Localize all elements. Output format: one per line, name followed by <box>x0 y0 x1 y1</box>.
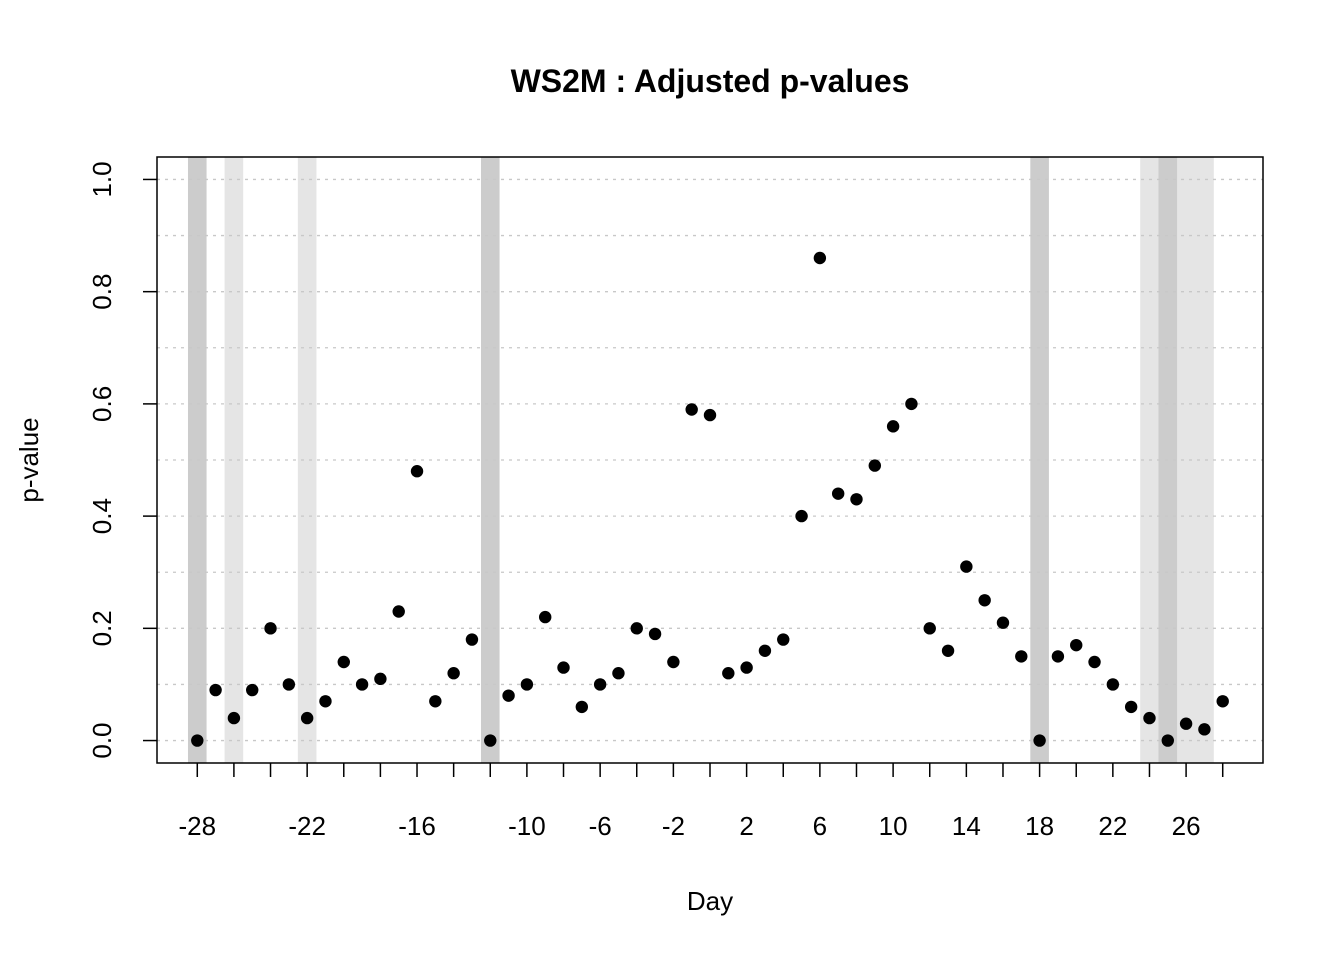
data-points <box>191 251 1229 747</box>
data-point <box>1033 734 1046 747</box>
data-point <box>905 397 918 411</box>
y-axis-label: p-value <box>14 417 44 502</box>
data-point <box>465 633 479 646</box>
data-point <box>667 655 680 669</box>
highlight-band <box>1176 157 1196 763</box>
chart-title: WS2M : Adjusted p-values <box>511 63 910 99</box>
data-point <box>337 655 350 669</box>
data-point <box>630 622 643 635</box>
data-point <box>1106 678 1120 691</box>
data-point <box>831 487 845 500</box>
data-point <box>1124 700 1138 714</box>
data-point <box>685 403 698 416</box>
y-tick-label: 0.0 <box>87 722 117 758</box>
data-point <box>978 594 991 607</box>
data-point <box>1179 717 1193 730</box>
x-tick-label: 18 <box>1025 811 1054 841</box>
data-point <box>209 683 222 697</box>
y-tick-label: 1.0 <box>87 161 117 197</box>
x-tick-label: 6 <box>813 811 827 841</box>
data-point <box>850 493 863 506</box>
data-point <box>319 695 332 708</box>
x-tick-label: -2 <box>662 811 685 841</box>
highlight-band <box>297 157 317 763</box>
data-point <box>868 459 882 472</box>
x-tick-label: -22 <box>288 811 326 841</box>
data-point <box>923 622 936 635</box>
data-point <box>996 616 1010 629</box>
data-point <box>484 734 497 747</box>
x-tick-label: 2 <box>739 811 753 841</box>
x-tick-label: -28 <box>178 811 216 841</box>
data-point <box>300 711 314 725</box>
data-point <box>538 610 552 624</box>
highlight-band <box>224 157 244 763</box>
data-point <box>612 667 625 680</box>
x-tick-label: 10 <box>879 811 908 841</box>
highlight-band <box>480 157 500 763</box>
data-point <box>740 661 753 674</box>
data-point <box>410 465 424 478</box>
data-point <box>502 689 515 702</box>
data-point <box>758 644 772 657</box>
data-point <box>264 622 277 635</box>
data-point <box>227 711 241 725</box>
data-point <box>282 678 296 691</box>
x-axis: -28 -22 -16 -10 -6 -2 2 6 10 14 18 22 26 <box>178 763 1224 841</box>
x-tick-label: -10 <box>508 811 546 841</box>
data-point <box>374 672 387 686</box>
data-point <box>703 408 717 422</box>
y-axis: 0.0 0.2 0.4 0.6 0.8 1.0 <box>87 161 157 759</box>
y-tick-label: 0.4 <box>87 498 117 534</box>
data-point <box>813 251 827 265</box>
data-point <box>575 700 589 714</box>
x-tick-label: -6 <box>589 811 612 841</box>
x-tick-label: 14 <box>952 811 981 841</box>
data-point <box>1143 711 1156 725</box>
x-axis-label: Day <box>687 886 733 916</box>
data-point <box>1015 650 1028 663</box>
data-point <box>1051 650 1065 663</box>
data-point <box>1070 638 1083 652</box>
grid-lines <box>157 178 1263 742</box>
data-point <box>886 420 900 433</box>
data-point <box>191 734 204 747</box>
data-point <box>593 678 607 691</box>
data-point <box>1088 655 1101 669</box>
data-point <box>392 605 405 618</box>
x-tick-label: 22 <box>1098 811 1127 841</box>
data-point <box>941 644 955 657</box>
data-point <box>1216 695 1229 708</box>
data-point <box>447 667 460 680</box>
data-point <box>557 661 570 674</box>
data-point <box>429 695 442 708</box>
data-point <box>960 560 973 573</box>
highlight-band <box>1195 157 1214 763</box>
data-point <box>777 633 790 646</box>
data-point <box>1161 734 1174 747</box>
x-tick-label: -16 <box>398 811 436 841</box>
data-point <box>722 667 735 680</box>
data-point <box>246 683 259 697</box>
data-point <box>795 509 808 523</box>
y-tick-label: 0.6 <box>87 386 117 422</box>
y-tick-label: 0.2 <box>87 610 117 646</box>
data-point <box>520 678 534 691</box>
data-point <box>355 678 369 691</box>
data-point <box>1198 723 1211 736</box>
x-tick-label: 26 <box>1172 811 1201 841</box>
data-point <box>648 627 662 641</box>
y-tick-label: 0.8 <box>87 274 117 310</box>
